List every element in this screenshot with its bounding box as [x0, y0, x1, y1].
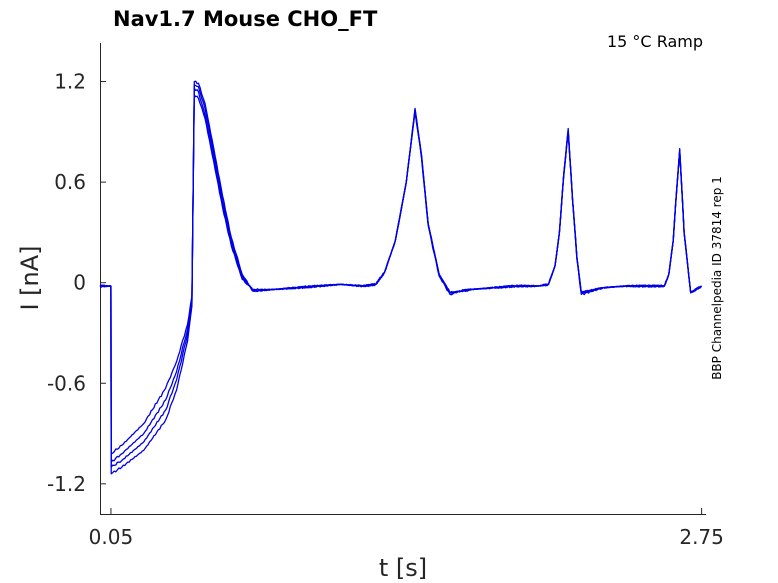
- chart-title: Nav1.7 Mouse CHO_FT: [113, 7, 378, 31]
- x-axis: 0.05 2.75: [89, 508, 724, 549]
- y-ticks: 1.2 0.6 0 -0.6 -1.2: [47, 70, 106, 496]
- x-ticks: 0.05 2.75: [89, 508, 724, 549]
- y-tick-label: -1.2: [47, 472, 86, 496]
- y-tick-label: -0.6: [47, 371, 86, 395]
- source-id-label: BBP Channelpedia ID 37814 rep 1: [710, 176, 724, 380]
- x-tick-label: 0.05: [89, 525, 134, 549]
- trace-line-3: [99, 84, 703, 468]
- y-axis: 1.2 0.6 0 -0.6 -1.2: [47, 43, 106, 514]
- y-tick-label: 0: [73, 271, 86, 295]
- y-tick-label: 1.2: [54, 70, 86, 94]
- condition-label: 15 °C Ramp: [607, 32, 703, 51]
- trace-group: [99, 80, 703, 475]
- y-axis-label: I [nA]: [16, 245, 44, 310]
- trace-line-4: [99, 80, 702, 475]
- y-tick-label: 0.6: [54, 170, 86, 194]
- trace-line-1: [99, 94, 702, 455]
- x-tick-label: 2.75: [679, 525, 724, 549]
- trace-line-2: [99, 87, 703, 463]
- x-axis-label: t [s]: [379, 554, 427, 582]
